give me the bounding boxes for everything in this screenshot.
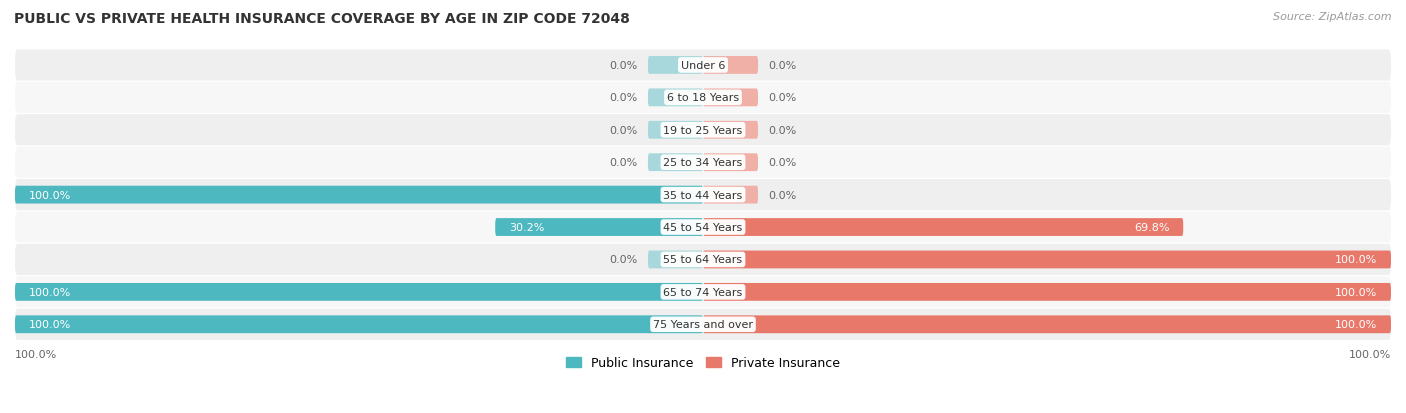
FancyBboxPatch shape [703,121,758,139]
Text: PUBLIC VS PRIVATE HEALTH INSURANCE COVERAGE BY AGE IN ZIP CODE 72048: PUBLIC VS PRIVATE HEALTH INSURANCE COVER… [14,12,630,26]
FancyBboxPatch shape [648,89,703,107]
Text: 0.0%: 0.0% [609,61,638,71]
Text: 0.0%: 0.0% [609,255,638,265]
FancyBboxPatch shape [703,218,1184,236]
FancyBboxPatch shape [648,57,703,75]
FancyBboxPatch shape [703,57,758,75]
FancyBboxPatch shape [15,83,1391,114]
Text: 100.0%: 100.0% [1348,349,1391,359]
Text: 0.0%: 0.0% [768,190,797,200]
Text: 45 to 54 Years: 45 to 54 Years [664,223,742,233]
Text: 6 to 18 Years: 6 to 18 Years [666,93,740,103]
FancyBboxPatch shape [15,212,1391,243]
Text: 100.0%: 100.0% [1334,287,1378,297]
Text: Under 6: Under 6 [681,61,725,71]
Text: 0.0%: 0.0% [768,93,797,103]
Text: 69.8%: 69.8% [1135,223,1170,233]
Text: 0.0%: 0.0% [768,126,797,135]
Text: 0.0%: 0.0% [609,126,638,135]
Text: 35 to 44 Years: 35 to 44 Years [664,190,742,200]
FancyBboxPatch shape [15,316,703,333]
FancyBboxPatch shape [703,251,1391,269]
FancyBboxPatch shape [703,186,758,204]
Text: 19 to 25 Years: 19 to 25 Years [664,126,742,135]
FancyBboxPatch shape [648,251,703,269]
Text: 75 Years and over: 75 Years and over [652,320,754,330]
FancyBboxPatch shape [648,154,703,172]
Text: 30.2%: 30.2% [509,223,544,233]
Text: Source: ZipAtlas.com: Source: ZipAtlas.com [1274,12,1392,22]
Text: 0.0%: 0.0% [768,158,797,168]
FancyBboxPatch shape [15,180,1391,211]
Text: 100.0%: 100.0% [1334,320,1378,330]
FancyBboxPatch shape [15,309,1391,340]
Text: 100.0%: 100.0% [28,287,72,297]
Text: 65 to 74 Years: 65 to 74 Years [664,287,742,297]
Text: 100.0%: 100.0% [15,349,58,359]
FancyBboxPatch shape [15,244,1391,275]
Text: 25 to 34 Years: 25 to 34 Years [664,158,742,168]
FancyBboxPatch shape [648,121,703,139]
Text: 100.0%: 100.0% [1334,255,1378,265]
FancyBboxPatch shape [703,154,758,172]
Text: 100.0%: 100.0% [28,320,72,330]
FancyBboxPatch shape [15,147,1391,178]
FancyBboxPatch shape [495,218,703,236]
FancyBboxPatch shape [703,283,1391,301]
FancyBboxPatch shape [15,277,1391,308]
Text: 0.0%: 0.0% [768,61,797,71]
FancyBboxPatch shape [703,316,1391,333]
Text: 0.0%: 0.0% [609,158,638,168]
FancyBboxPatch shape [703,89,758,107]
FancyBboxPatch shape [15,50,1391,81]
Legend: Public Insurance, Private Insurance: Public Insurance, Private Insurance [561,351,845,374]
FancyBboxPatch shape [15,186,703,204]
Text: 0.0%: 0.0% [609,93,638,103]
FancyBboxPatch shape [15,283,703,301]
FancyBboxPatch shape [15,115,1391,146]
Text: 100.0%: 100.0% [28,190,72,200]
Text: 55 to 64 Years: 55 to 64 Years [664,255,742,265]
